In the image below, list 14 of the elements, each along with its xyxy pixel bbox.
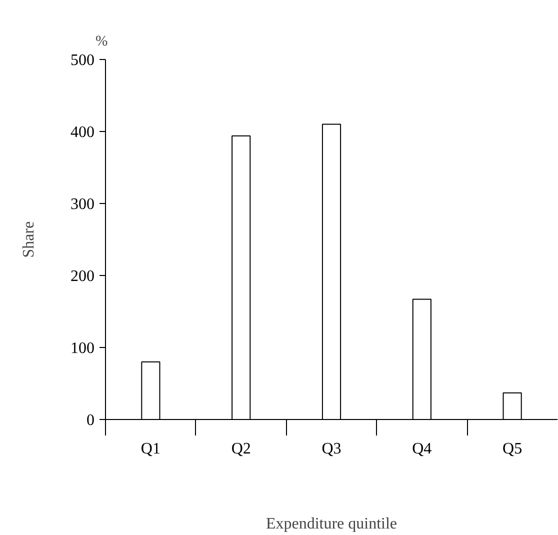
y-tick-label: 200 [70, 268, 94, 285]
y-tick-label: 0 [86, 412, 94, 429]
x-tick-label: Q3 [322, 440, 342, 458]
y-tick-label: 300 [70, 196, 94, 213]
y-tick-label: 100 [70, 340, 94, 357]
x-tick-label: Q4 [412, 440, 432, 458]
x-axis-title: Expenditure quintile [266, 516, 398, 532]
x-tick-label: Q1 [140, 440, 160, 458]
y-tick-label: 500 [70, 52, 94, 69]
y-tick-label: 400 [70, 124, 94, 141]
text: % [96, 34, 108, 50]
x-tick-label: Q2 [231, 440, 251, 458]
y-axis-title: Share [20, 221, 38, 258]
x-tick-label: Q5 [502, 440, 522, 458]
